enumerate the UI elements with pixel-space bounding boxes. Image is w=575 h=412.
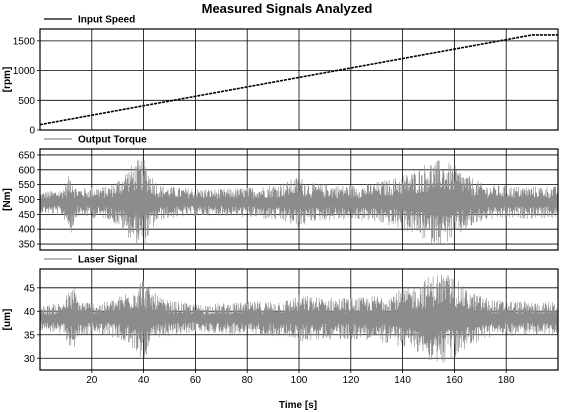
series-line — [39, 274, 559, 363]
x-tick-label: 100 — [291, 375, 308, 386]
y-tick-label: 30 — [24, 354, 36, 365]
legend-box — [41, 14, 151, 25]
x-axis-label: Time [s] — [279, 400, 317, 411]
y-tick-label: 35 — [24, 330, 36, 341]
y-axis-label: [rpm] — [2, 67, 13, 93]
y-tick-label: 500 — [18, 96, 35, 107]
series-line — [39, 157, 559, 246]
y-tick-label: 400 — [18, 225, 35, 236]
legend-label: Output Torque — [78, 135, 147, 146]
x-tick-label: 160 — [446, 375, 463, 386]
y-tick-label: 45 — [24, 283, 36, 294]
y-tick-label: 450 — [18, 210, 35, 221]
y-tick-label: 40 — [24, 307, 36, 318]
y-axis-label: [Nm] — [2, 188, 13, 211]
y-tick-label: 500 — [18, 195, 35, 206]
output-torque-panel: 350 400 450 500 550 600 650 [Nm] Output Torque — [2, 134, 559, 251]
y-tick-label: 1000 — [13, 66, 36, 77]
legend-label: Input Speed — [78, 15, 135, 26]
y-tick-label: 650 — [18, 150, 35, 161]
y-tick-label: 550 — [18, 180, 35, 191]
x-tick-label: 40 — [138, 375, 150, 386]
y-tick-label: 600 — [18, 165, 35, 176]
legend-box — [41, 254, 151, 265]
y-tick-label: 350 — [18, 240, 35, 251]
x-tick-label: 80 — [242, 375, 254, 386]
figure-title: Measured Signals Analyzed — [202, 1, 373, 16]
x-tick-label: 60 — [190, 375, 202, 386]
plot-frame — [39, 28, 559, 131]
legend-box — [41, 134, 151, 145]
x-tick-label: 20 — [86, 375, 98, 386]
x-tick-label: 120 — [342, 375, 359, 386]
laser-signal-panel: 30 35 40 45 [um] Laser Signal — [2, 254, 559, 371]
y-tick-label: 1500 — [13, 36, 36, 47]
y-tick-label: 0 — [29, 126, 35, 137]
series-line — [39, 34, 558, 126]
legend-label: Laser Signal — [78, 255, 138, 266]
x-tick-label: 140 — [394, 375, 411, 386]
x-axis-ticks: 20 40 60 80 100 120 140 160 180 — [86, 370, 515, 386]
y-axis-label: [um] — [2, 309, 13, 331]
input-speed-panel: 0 500 1000 1500 [rpm] Input Speed — [2, 14, 559, 137]
x-tick-label: 180 — [498, 375, 515, 386]
